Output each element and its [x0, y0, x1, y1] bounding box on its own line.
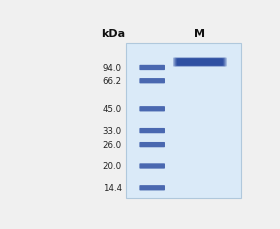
FancyBboxPatch shape: [174, 58, 225, 67]
FancyBboxPatch shape: [139, 185, 165, 191]
Text: 33.0: 33.0: [103, 127, 122, 136]
FancyBboxPatch shape: [126, 43, 241, 199]
FancyBboxPatch shape: [139, 128, 165, 134]
Text: kDa: kDa: [101, 29, 125, 39]
FancyBboxPatch shape: [173, 58, 227, 67]
FancyBboxPatch shape: [139, 142, 165, 148]
FancyBboxPatch shape: [177, 59, 223, 66]
FancyBboxPatch shape: [139, 107, 165, 112]
Text: 14.4: 14.4: [103, 183, 122, 192]
Text: 26.0: 26.0: [103, 141, 122, 150]
Text: 20.0: 20.0: [103, 162, 122, 171]
Text: M: M: [194, 29, 206, 39]
FancyBboxPatch shape: [139, 65, 165, 71]
FancyBboxPatch shape: [139, 164, 165, 169]
Text: 45.0: 45.0: [103, 105, 122, 114]
Text: 94.0: 94.0: [103, 64, 122, 73]
FancyBboxPatch shape: [176, 59, 224, 67]
Text: 66.2: 66.2: [103, 77, 122, 86]
FancyBboxPatch shape: [139, 79, 165, 84]
